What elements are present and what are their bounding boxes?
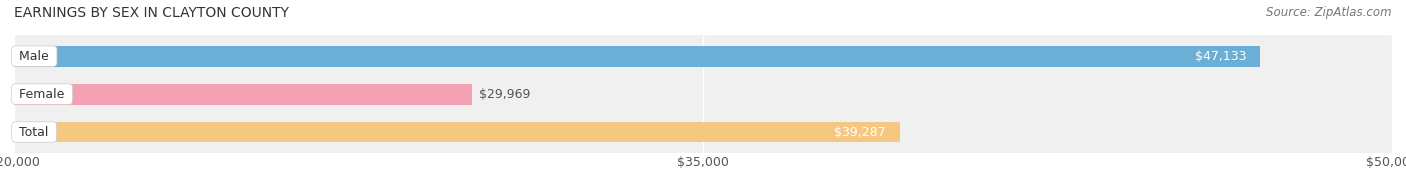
Text: Male: Male	[15, 50, 53, 63]
Text: Source: ZipAtlas.com: Source: ZipAtlas.com	[1267, 6, 1392, 19]
Text: $47,133: $47,133	[1195, 50, 1247, 63]
Bar	[14, 122, 900, 142]
Text: Total: Total	[15, 125, 53, 139]
Text: $39,287: $39,287	[835, 125, 886, 139]
Text: $29,969: $29,969	[479, 88, 530, 101]
Bar	[14, 46, 1260, 67]
Bar	[14, 84, 472, 104]
Text: Female: Female	[15, 88, 69, 101]
Text: EARNINGS BY SEX IN CLAYTON COUNTY: EARNINGS BY SEX IN CLAYTON COUNTY	[14, 6, 290, 20]
